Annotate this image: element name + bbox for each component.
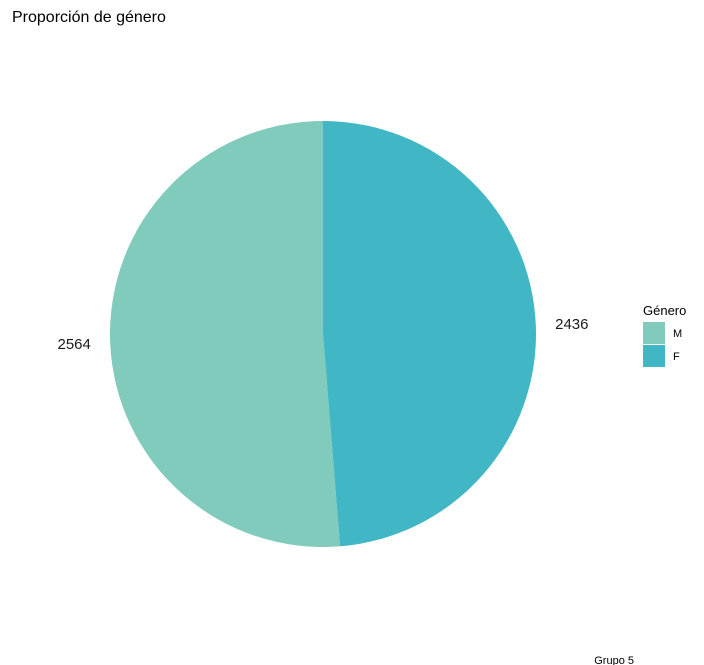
legend-swatch-m xyxy=(643,322,665,344)
legend-swatch-f xyxy=(643,345,665,367)
caption: Grupo 5 xyxy=(594,655,634,665)
pie-slices xyxy=(110,121,537,547)
legend-label-m: M xyxy=(673,328,682,340)
chart-title: Proporción de género xyxy=(12,9,166,26)
slice-label-f: 2436 xyxy=(555,316,588,333)
slice-labels: 2564 2436 xyxy=(58,316,589,353)
legend: Género MF xyxy=(643,303,686,367)
pie-slice-f xyxy=(323,121,537,547)
legend-items: MF xyxy=(643,322,682,367)
legend-label-f: F xyxy=(673,351,680,363)
legend-title: Género xyxy=(643,303,686,318)
pie-slice-m xyxy=(110,121,341,547)
slice-label-m: 2564 xyxy=(58,336,91,353)
